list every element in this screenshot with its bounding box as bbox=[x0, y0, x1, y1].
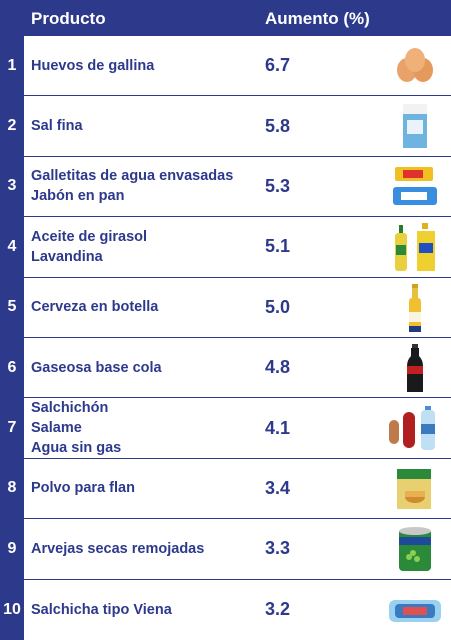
table-row: 2 Sal fina 5.8 bbox=[0, 96, 451, 157]
increase-value: 5.1 bbox=[265, 236, 291, 257]
table-row: 7 Salchichón Salame Agua sin gas 4.1 bbox=[0, 398, 451, 459]
increase-value: 5.0 bbox=[265, 296, 291, 317]
product-name: Salchichón bbox=[31, 400, 109, 417]
increase-value: 3.4 bbox=[265, 477, 291, 498]
table-row: 10 Salchicha tipo Viena 3.2 bbox=[0, 580, 451, 640]
flan-box-icon bbox=[385, 463, 445, 515]
rank-number: 9 bbox=[7, 539, 17, 557]
table-row: 4 Aceite de girasol Lavandina 5.1 bbox=[0, 217, 451, 278]
oil-bleach-bottles-icon bbox=[385, 221, 445, 273]
increase-value: 3.2 bbox=[265, 599, 291, 620]
header-increase: Aumento (%) bbox=[265, 9, 370, 28]
product-name: Lavandina bbox=[31, 248, 103, 265]
product-name: Arvejas secas remojadas bbox=[31, 540, 205, 557]
rank-number: 4 bbox=[7, 237, 17, 255]
increase-value: 3.3 bbox=[265, 538, 291, 559]
product-name: Agua sin gas bbox=[31, 440, 122, 457]
product-name: Cerveza en botella bbox=[31, 299, 159, 316]
sausage-pack-icon bbox=[385, 584, 445, 636]
table-row: 9 Arvejas secas remojadas 3.3 bbox=[0, 519, 451, 580]
eggs-icon bbox=[385, 40, 445, 92]
product-name: Galletitas de agua envasadas bbox=[31, 168, 234, 185]
table-header: Producto Aumento (%) bbox=[0, 0, 451, 36]
product-names: Arvejas secas remojadas bbox=[31, 519, 256, 578]
product-name: Polvo para flan bbox=[31, 480, 135, 497]
rank-number: 1 bbox=[7, 56, 17, 74]
product-name: Sal fina bbox=[31, 118, 83, 135]
rank-number: 3 bbox=[7, 177, 17, 195]
product-name: Gaseosa base cola bbox=[31, 359, 162, 376]
product-names: Gaseosa base cola bbox=[31, 338, 256, 397]
product-names: Salchicha tipo Viena bbox=[31, 580, 256, 640]
increase-value: 6.7 bbox=[265, 55, 291, 76]
product-name: Salame bbox=[31, 420, 82, 437]
increase-value: 5.8 bbox=[265, 115, 291, 136]
increase-value: 4.8 bbox=[265, 357, 291, 378]
table-body: 1 Huevos de gallina 6.7 2 Sal fina 5.8 3 Gallet… bbox=[0, 36, 451, 640]
product-name: Jabón en pan bbox=[31, 188, 125, 205]
table-row: 3 Galletitas de agua envasadas Jabón en pa… bbox=[0, 157, 451, 218]
table-row: 6 Gaseosa base cola 4.8 bbox=[0, 338, 451, 399]
product-names: Galletitas de agua envasadas Jabón en pan bbox=[31, 157, 256, 216]
table-row: 1 Huevos de gallina 6.7 bbox=[0, 36, 451, 97]
product-name: Aceite de girasol bbox=[31, 228, 148, 245]
product-names: Salchichón Salame Agua sin gas bbox=[31, 398, 256, 457]
product-name: Huevos de gallina bbox=[31, 57, 155, 74]
cola-bottle-icon bbox=[385, 342, 445, 394]
product-names: Sal fina bbox=[31, 96, 256, 155]
table-row: 5 Cerveza en botella 5.0 bbox=[0, 278, 451, 338]
rank-number: 5 bbox=[7, 298, 17, 316]
beer-bottle-icon bbox=[385, 282, 445, 334]
peas-can-icon bbox=[385, 523, 445, 575]
product-names: Polvo para flan bbox=[31, 459, 256, 518]
header-product: Producto bbox=[31, 9, 106, 28]
increase-value: 5.3 bbox=[265, 175, 291, 196]
rank-number: 8 bbox=[7, 479, 17, 497]
rank-column-band bbox=[0, 0, 24, 640]
increase-value: 4.1 bbox=[265, 417, 291, 438]
rank-number: 7 bbox=[7, 419, 17, 437]
table-row: 8 Polvo para flan 3.4 bbox=[0, 459, 451, 520]
rank-number: 6 bbox=[7, 358, 17, 376]
product-name: Salchicha tipo Viena bbox=[31, 601, 172, 618]
salt-box-icon bbox=[385, 100, 445, 152]
product-names: Huevos de gallina bbox=[31, 36, 256, 95]
rank-number: 2 bbox=[7, 117, 17, 135]
rank-number: 10 bbox=[3, 600, 21, 618]
product-names: Aceite de girasol Lavandina bbox=[31, 217, 256, 276]
salami-water-icon bbox=[385, 402, 445, 454]
crackers-soap-icon bbox=[385, 161, 445, 213]
product-names: Cerveza en botella bbox=[31, 278, 256, 337]
